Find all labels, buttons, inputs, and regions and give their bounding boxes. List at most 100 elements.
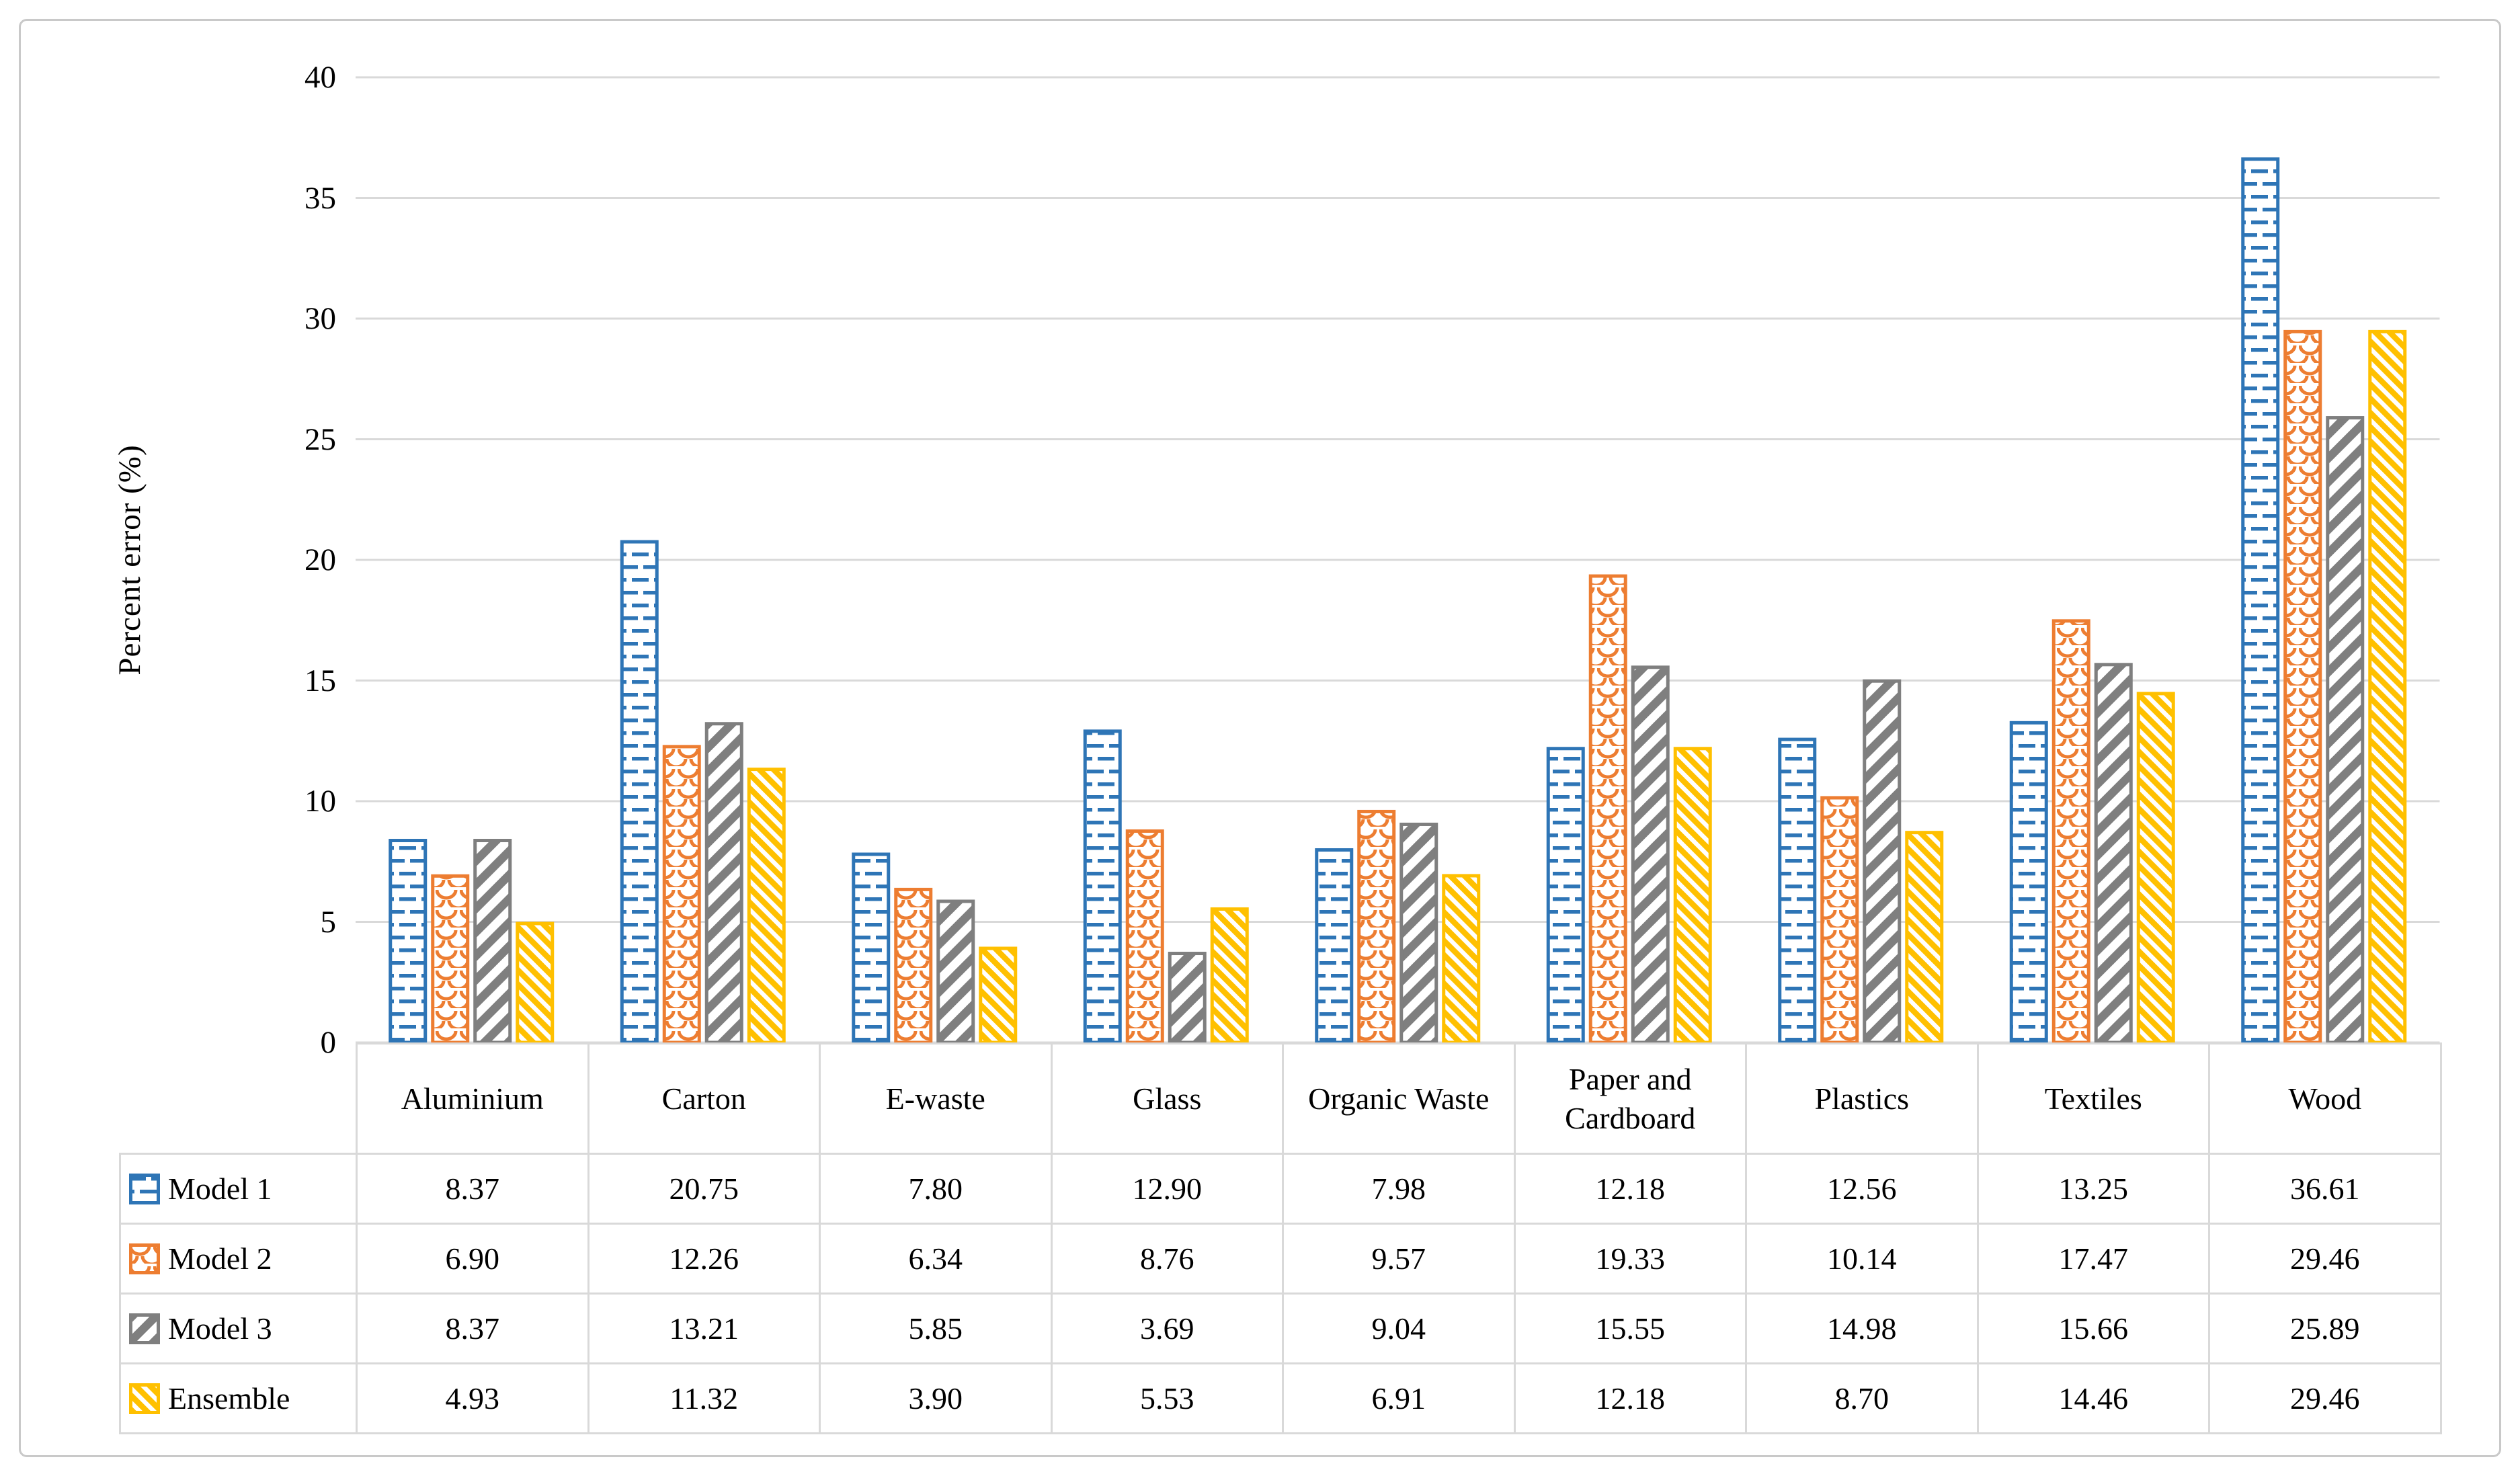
value-cell-model-2-textiles: 17.47 [1976,1223,2210,1295]
value-cell-ensemble-wood: 29.46 [2208,1362,2442,1434]
legend-cell-model-1: Model 1 [119,1153,358,1225]
category-header-glass: Glass [1050,1042,1284,1155]
bar-model-2-carton [662,745,701,1044]
category-header-paper-and-cardboard: Paper and Cardboard [1513,1042,1747,1155]
bar-model-3-glass [1168,952,1207,1044]
value-cell-model-1-plastics: 12.56 [1745,1153,1979,1225]
legend-cell-model-3: Model 3 [119,1293,358,1364]
bar-model-3-plastics [1863,679,1902,1044]
value-cell-model-3-aluminium: 8.37 [356,1293,590,1364]
legend-entry-ensemble: Ensemble [129,1379,350,1418]
value-cell-ensemble-carton: 11.32 [587,1362,821,1434]
value-cell-ensemble-glass: 5.53 [1050,1362,1284,1434]
bar-model-1-carton [620,540,659,1044]
category-header-e-waste: E-waste [819,1042,1053,1155]
value-cell-model-1-carton: 20.75 [587,1153,821,1225]
bar-ensemble-organic-waste [1442,874,1481,1044]
bar-model-1-glass [1083,729,1122,1044]
y-tick-label-35: 35 [304,180,336,216]
bar-model-3-wood [2326,416,2365,1044]
bar-model-3-textiles [2094,663,2133,1044]
value-cell-model-3-organic-waste: 9.04 [1282,1293,1516,1364]
value-cell-ensemble-aluminium: 4.93 [356,1362,590,1434]
bar-model-2-wood [2283,329,2322,1044]
bar-ensemble-glass [1210,907,1249,1044]
data-table: Aluminium Carton E-waste Glass Organic Waste… [119,1042,2442,1434]
bar-chart-plot-area [356,76,2440,1044]
value-cell-model-1-textiles: 13.25 [1976,1153,2210,1225]
legend-key-icon-ensemble [129,1383,160,1414]
value-cell-model-3-carton: 13.21 [587,1293,821,1364]
value-cell-model-3-e-waste: 5.85 [819,1293,1053,1364]
bar-model-3-organic-waste [1399,822,1438,1044]
value-cell-model-1-paper-and-cardboard: 12.18 [1513,1153,1747,1225]
value-cell-model-3-plastics: 14.98 [1745,1293,1979,1364]
value-cell-model-2-aluminium: 6.90 [356,1223,590,1295]
table-row-ensemble: Ensemble 4.93 11.32 3.90 5.53 6.91 12.18 8.70 14… [119,1362,2442,1434]
category-header-wood: Wood [2208,1042,2442,1155]
bar-model-2-paper-and-cardboard [1588,574,1627,1044]
value-cell-ensemble-paper-and-cardboard: 12.18 [1513,1362,1747,1434]
value-cell-model-2-e-waste: 6.34 [819,1223,1053,1295]
bar-model-1-paper-and-cardboard [1546,747,1585,1044]
y-tick-label-40: 40 [304,60,336,95]
bar-model-1-aluminium [389,839,428,1044]
bar-model-1-e-waste [852,852,891,1044]
legend-entry-model-3: Model 3 [129,1309,350,1348]
bar-model-2-glass [1125,829,1164,1044]
y-tick-label-30: 30 [304,301,336,336]
value-cell-ensemble-plastics: 8.70 [1745,1362,1979,1434]
legend-cell-ensemble: Ensemble [119,1362,358,1434]
y-tick-label-10: 10 [304,784,336,819]
bar-model-2-aluminium [431,874,470,1044]
bar-model-1-plastics [1778,737,1817,1044]
value-cell-model-1-e-waste: 7.80 [819,1153,1053,1225]
y-tick-label-25: 25 [304,421,336,457]
category-header-organic-waste: Organic Waste [1282,1042,1516,1155]
value-cell-model-2-glass: 8.76 [1050,1223,1284,1295]
value-cell-model-3-textiles: 15.66 [1976,1293,2210,1364]
value-cell-ensemble-e-waste: 3.90 [819,1362,1053,1434]
bar-ensemble-aluminium [516,921,555,1044]
category-header-carton: Carton [587,1042,821,1155]
bar-model-2-plastics [1820,796,1859,1044]
series-name-label: Model 1 [168,1171,272,1206]
category-header-textiles: Textiles [1976,1042,2210,1155]
bar-model-2-e-waste [894,887,933,1044]
value-cell-ensemble-organic-waste: 6.91 [1282,1362,1516,1434]
bar-ensemble-paper-and-cardboard [1673,747,1712,1044]
gridlines [356,76,2440,1044]
value-cell-model-1-glass: 12.90 [1050,1153,1284,1225]
bars [389,157,2407,1044]
legend-cell-model-2: Model 2 [119,1223,358,1295]
value-cell-model-2-wood: 29.46 [2208,1223,2442,1295]
legend-key-icon-model-2 [129,1243,160,1274]
series-name-label: Model 2 [168,1241,272,1276]
y-tick-label-0: 0 [320,1025,337,1060]
value-cell-model-2-paper-and-cardboard: 19.33 [1513,1223,1747,1295]
legend-entry-model-2: Model 2 [129,1239,350,1278]
legend-entry-model-1: Model 1 [129,1170,350,1208]
category-header-aluminium: Aluminium [356,1042,590,1155]
legend-key-icon-model-3 [129,1313,160,1344]
y-tick-label-15: 15 [304,663,336,698]
bar-model-3-e-waste [936,899,975,1044]
value-cell-model-2-carton: 12.26 [587,1223,821,1295]
value-cell-model-2-organic-waste: 9.57 [1282,1223,1516,1295]
series-name-label: Ensemble [168,1381,290,1416]
bar-model-3-aluminium [473,839,512,1044]
bar-ensemble-plastics [1905,831,1944,1044]
y-tick-label-5: 5 [320,904,337,940]
table-row-model-3: Model 3 8.37 13.21 5.85 3.69 9.04 15.55 14.98 15… [119,1293,2442,1364]
bar-ensemble-e-waste [979,946,1018,1044]
category-header-plastics: Plastics [1745,1042,1979,1155]
bar-ensemble-textiles [2136,692,2175,1044]
bar-ensemble-wood [2368,329,2407,1044]
y-tick-label-20: 20 [304,542,336,577]
value-cell-ensemble-textiles: 14.46 [1976,1362,2210,1434]
category-header-row: Aluminium Carton E-waste Glass Organic Waste… [120,1042,2442,1155]
table-row-model-2: Model 2 6.90 12.26 6.34 8.76 9.57 19.33 10.14 17… [119,1223,2442,1295]
value-cell-model-3-wood: 25.89 [2208,1293,2442,1364]
bar-ensemble-carton [747,768,786,1044]
bar-model-1-wood [2241,157,2280,1044]
